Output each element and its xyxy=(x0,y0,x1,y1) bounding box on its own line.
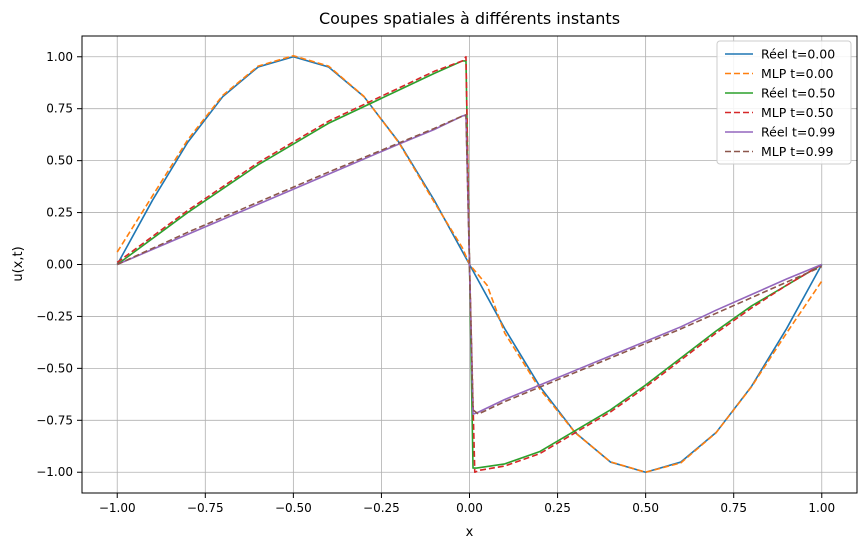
y-tick-label: −1.00 xyxy=(36,465,73,479)
y-tick-label: 1.00 xyxy=(46,50,73,64)
y-tick-label: −0.25 xyxy=(36,309,73,323)
y-tick-label: 0.25 xyxy=(46,206,73,220)
y-tick-label: −0.75 xyxy=(36,413,73,427)
series-line-3 xyxy=(116,55,823,474)
x-tick-label: −0.25 xyxy=(363,501,400,515)
x-tick-label: 0.00 xyxy=(456,501,483,515)
x-tick-label: 0.25 xyxy=(544,501,571,515)
x-tick-label: −0.50 xyxy=(275,501,312,515)
series-line-2 xyxy=(116,60,823,469)
y-tick-label: 0.50 xyxy=(46,154,73,168)
chart-title: Coupes spatiales à différents instants xyxy=(319,9,620,28)
series-line-5 xyxy=(116,114,823,415)
legend-box xyxy=(716,40,852,165)
legend-label: Réel t=0.00 xyxy=(761,47,835,62)
x-tick-label: 1.00 xyxy=(808,501,835,515)
legend-label: MLP t=0.00 xyxy=(761,66,834,81)
x-tick-label: 0.75 xyxy=(720,501,747,515)
y-axis-label: u(x,t) xyxy=(11,246,26,281)
legend-label: MLP t=0.50 xyxy=(761,105,834,120)
legend-label: Réel t=0.50 xyxy=(761,86,835,101)
legend-label: Réel t=0.99 xyxy=(761,125,835,140)
legend: Réel t=0.00 MLP t=0.00 Réel t=0.50 MLP t=0.… xyxy=(716,40,852,165)
x-tick-label: 0.50 xyxy=(632,501,659,515)
y-tick-label: −0.50 xyxy=(36,361,73,375)
y-tick-label: 0.00 xyxy=(46,258,73,272)
axis-ticks: −1.00 −0.75 −0.50 −0.25 0.00 0.25 0.50 0.75 1.00… xyxy=(36,50,835,515)
x-axis-label: x xyxy=(466,525,474,540)
legend-label: MLP t=0.99 xyxy=(761,144,834,159)
x-tick-label: −0.75 xyxy=(187,501,224,515)
x-tick-label: −1.00 xyxy=(99,501,136,515)
series-lines xyxy=(116,54,823,474)
y-tick-label: 0.75 xyxy=(46,102,73,116)
